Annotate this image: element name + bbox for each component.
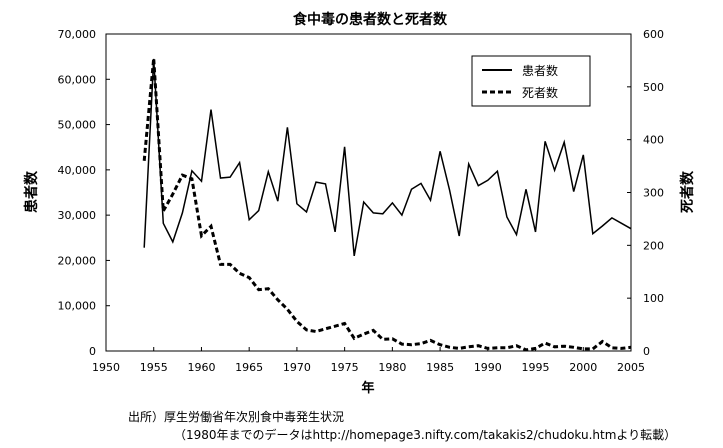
y-right-tick-label: 0 — [643, 345, 650, 358]
y-right-tick-label: 200 — [643, 239, 664, 252]
y-left-tick-label: 20,000 — [58, 254, 97, 267]
y-left-tick-label: 40,000 — [58, 164, 97, 177]
x-tick-label: 1995 — [522, 361, 550, 374]
y-right-tick-label: 100 — [643, 292, 664, 305]
legend-label-deaths: 死者数 — [522, 85, 558, 100]
x-axis-label: 年 — [361, 380, 374, 396]
y-right-tick-label: 300 — [643, 187, 664, 200]
y-axis-left-label: 患者数 — [23, 170, 40, 213]
series-layer — [142, 58, 632, 352]
x-tick-label: 1950 — [92, 361, 120, 374]
y-right-tick-label: 600 — [643, 28, 664, 41]
y-right-tick-label: 500 — [643, 81, 664, 94]
chart-title: 食中毒の患者数と死者数 — [293, 11, 448, 28]
series-line-patients — [143, 58, 632, 257]
source-note-line2: （1980年までのデータはhttp://homepage3.nifty.com/… — [174, 428, 677, 442]
x-tick-label: 1960 — [187, 361, 215, 374]
y-left-tick-label: 0 — [89, 345, 96, 358]
x-tick-label: 2000 — [569, 361, 597, 374]
y-left-tick-label: 30,000 — [58, 209, 97, 222]
y-right-tick-label: 400 — [643, 134, 664, 147]
x-tick-label: 2005 — [617, 361, 645, 374]
x-axis: 1950 1955 1960 1965 1970 1975 1980 1985 1990 1995… — [92, 347, 645, 374]
x-tick-label: 1965 — [235, 361, 263, 374]
source-note-line1: 出所）厚生労働省年次別食中毒発生状況 — [128, 410, 345, 424]
x-tick-label: 1985 — [426, 361, 454, 374]
y-axis-left: 0 10,000 20,000 30,000 40,000 50,000 60,000 70,… — [58, 28, 110, 358]
x-tick-label: 1990 — [474, 361, 502, 374]
legend-box — [471, 55, 591, 107]
x-tick-label: 1975 — [331, 361, 359, 374]
x-tick-label: 1970 — [283, 361, 311, 374]
y-left-tick-label: 70,000 — [58, 28, 97, 41]
y-axis-right: 0 100 200 300 400 500 600 — [627, 28, 664, 358]
y-left-tick-label: 10,000 — [58, 300, 97, 313]
x-tick-label: 1955 — [140, 361, 168, 374]
y-left-tick-label: 60,000 — [58, 73, 97, 86]
chart: 食中毒の患者数と死者数 1950 1955 1960 1965 1970 1975 1980… — [23, 11, 696, 396]
y-left-tick-label: 50,000 — [58, 119, 97, 132]
x-tick-label: 1980 — [378, 361, 406, 374]
legend: 患者数 死者数 — [471, 55, 591, 107]
series-line-deaths — [142, 58, 632, 352]
y-axis-right-label: 死者数 — [679, 170, 696, 214]
legend-label-patients: 患者数 — [522, 63, 558, 78]
